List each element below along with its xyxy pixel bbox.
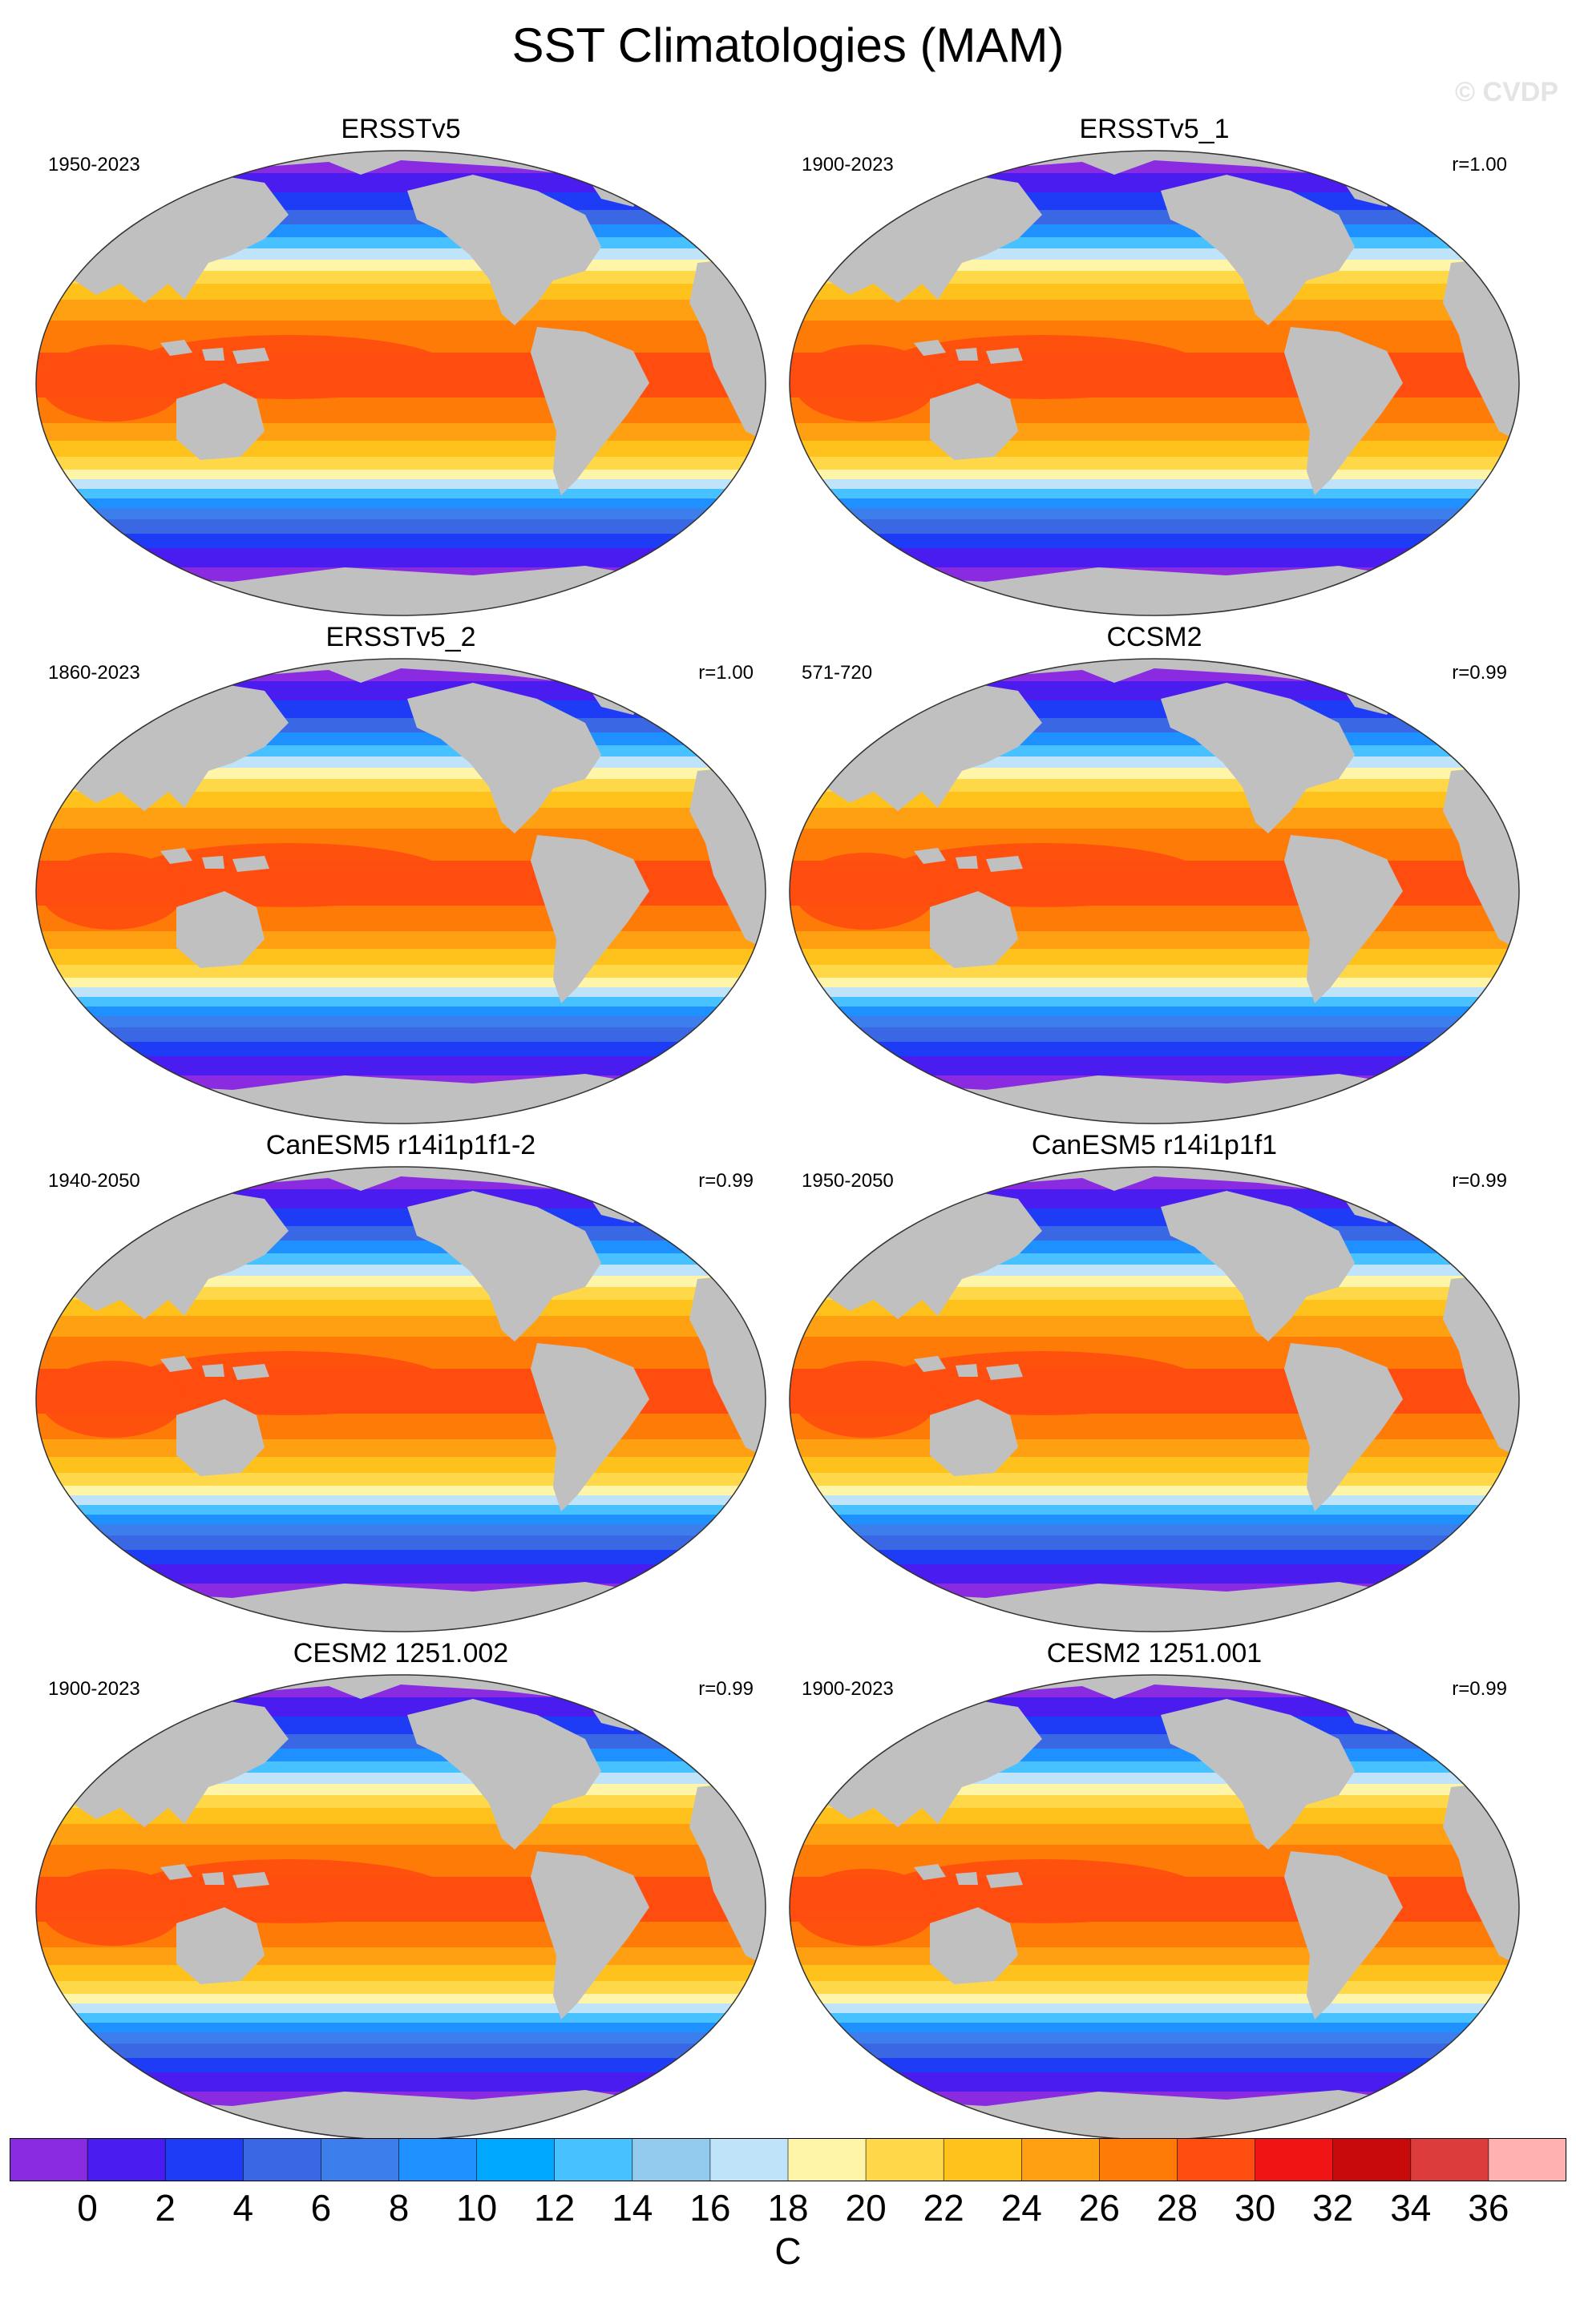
- panel-period: 1940-2050: [48, 1170, 140, 1192]
- colorbar-swatch: [709, 2138, 789, 2181]
- colorbar-tick-label: 0: [77, 2187, 98, 2229]
- sst-map: [789, 150, 1520, 616]
- colorbar-swatch: [165, 2138, 244, 2181]
- panel-title: CanESM5 r14i1p1f1: [1031, 1130, 1278, 1160]
- panel-title: CCSM2: [1106, 622, 1202, 652]
- colorbar-tick-label: 24: [1000, 2187, 1042, 2229]
- panel-period: 1900-2023: [48, 1678, 140, 1700]
- colorbar-unit: C: [774, 2230, 802, 2272]
- panel-correlation: r=1.00: [1452, 154, 1507, 176]
- colorbar-swatch: [1255, 2138, 1334, 2181]
- panel-title: ERSSTv5_1: [1079, 114, 1230, 144]
- sst-map: [35, 150, 766, 616]
- map-panel: CCSM2 571-720 r=0.99: [778, 622, 1531, 1135]
- colorbar: 0 2 4 6 8 10 12 14 16 18 20 22 24 26 28 30 32 34 36 C: [10, 2138, 1566, 2306]
- colorbar-swatch: [632, 2138, 711, 2181]
- colorbar-tick-label: 16: [689, 2187, 731, 2229]
- panel-correlation: r=0.99: [1452, 1170, 1507, 1192]
- map-panel: CanESM5 r14i1p1f1-2 1940-2050 r=0.99: [24, 1130, 778, 1643]
- colorbar-tick-label: 28: [1156, 2187, 1198, 2229]
- map-panel: CESM2 1251.001 1900-2023 r=0.99: [778, 1638, 1531, 2151]
- colorbar-swatch: [398, 2138, 478, 2181]
- sst-map: [789, 658, 1520, 1124]
- map-panel: ERSSTv5_2 1860-2023 r=1.00: [24, 622, 778, 1135]
- colorbar-tick-label: 34: [1390, 2187, 1432, 2229]
- colorbar-swatch: [1021, 2138, 1100, 2181]
- panel-title: CESM2 1251.001: [1046, 1638, 1263, 1668]
- colorbar-swatch: [1410, 2138, 1489, 2181]
- colorbar-swatch: [321, 2138, 399, 2181]
- colorbar-swatch: [866, 2138, 944, 2181]
- panel-correlation: r=1.00: [698, 662, 754, 684]
- sst-map: [35, 1166, 766, 1632]
- panel-title: ERSSTv5_2: [325, 622, 476, 652]
- colorbar-swatch: [1177, 2138, 1256, 2181]
- panel-title: CanESM5 r14i1p1f1-2: [265, 1130, 536, 1160]
- colorbar-tick-label: 12: [534, 2187, 576, 2229]
- sst-map: [789, 1166, 1520, 1632]
- colorbar-swatch: [1099, 2138, 1178, 2181]
- panel-period: 1950-2050: [802, 1170, 894, 1192]
- colorbar-swatch: [944, 2138, 1022, 2181]
- colorbar-tick-label: 32: [1312, 2187, 1354, 2229]
- colorbar-tick-label: 20: [845, 2187, 887, 2229]
- sst-map: [35, 1674, 766, 2140]
- colorbar-tick-label: 4: [232, 2187, 254, 2229]
- map-panel: ERSSTv5_1 1900-2023 r=1.00: [778, 114, 1531, 627]
- colorbar-tick-label: 22: [923, 2187, 964, 2229]
- colorbar-swatch: [10, 2138, 88, 2181]
- map-panel: CanESM5 r14i1p1f1 1950-2050 r=0.99: [778, 1130, 1531, 1643]
- colorbar-swatch: [788, 2138, 867, 2181]
- map-panel: CESM2 1251.002 1900-2023 r=0.99: [24, 1638, 778, 2151]
- colorbar-tick-label: 14: [612, 2187, 653, 2229]
- colorbar-tick-label: 6: [310, 2187, 332, 2229]
- colorbar-swatch: [476, 2138, 556, 2181]
- colorbar-swatch: [1488, 2138, 1566, 2181]
- panel-title: ERSSTv5: [341, 114, 461, 144]
- map-panel: ERSSTv5 1950-2023: [24, 114, 778, 627]
- sst-map: [35, 658, 766, 1124]
- colorbar-tick-label: 30: [1235, 2187, 1276, 2229]
- panel-correlation: r=0.99: [1452, 662, 1507, 684]
- panel-period: 1950-2023: [48, 154, 140, 176]
- panel-correlation: r=0.99: [698, 1678, 754, 1700]
- colorbar-bar: [10, 2138, 1566, 2181]
- panel-correlation: r=0.99: [698, 1170, 754, 1192]
- colorbar-swatch: [1332, 2138, 1412, 2181]
- colorbar-tick-label: 26: [1078, 2187, 1120, 2229]
- colorbar-tick-label: 10: [456, 2187, 498, 2229]
- colorbar-swatch: [243, 2138, 321, 2181]
- colorbar-swatch: [87, 2138, 166, 2181]
- colorbar-swatch: [554, 2138, 633, 2181]
- panel-correlation: r=0.99: [1452, 1678, 1507, 1700]
- colorbar-tick-label: 18: [767, 2187, 809, 2229]
- colorbar-tick-label: 8: [388, 2187, 410, 2229]
- watermark: © CVDP: [1455, 77, 1558, 107]
- panel-title: CESM2 1251.002: [293, 1638, 509, 1668]
- panel-period: 571-720: [802, 662, 873, 684]
- panel-period: 1860-2023: [48, 662, 140, 684]
- panel-period: 1900-2023: [802, 1678, 894, 1700]
- colorbar-tick-label: 2: [155, 2187, 176, 2229]
- sst-map: [789, 1674, 1520, 2140]
- figure-title: SST Climatologies (MAM): [511, 18, 1065, 72]
- colorbar-tick-label: 36: [1468, 2187, 1509, 2229]
- panel-period: 1900-2023: [802, 154, 894, 176]
